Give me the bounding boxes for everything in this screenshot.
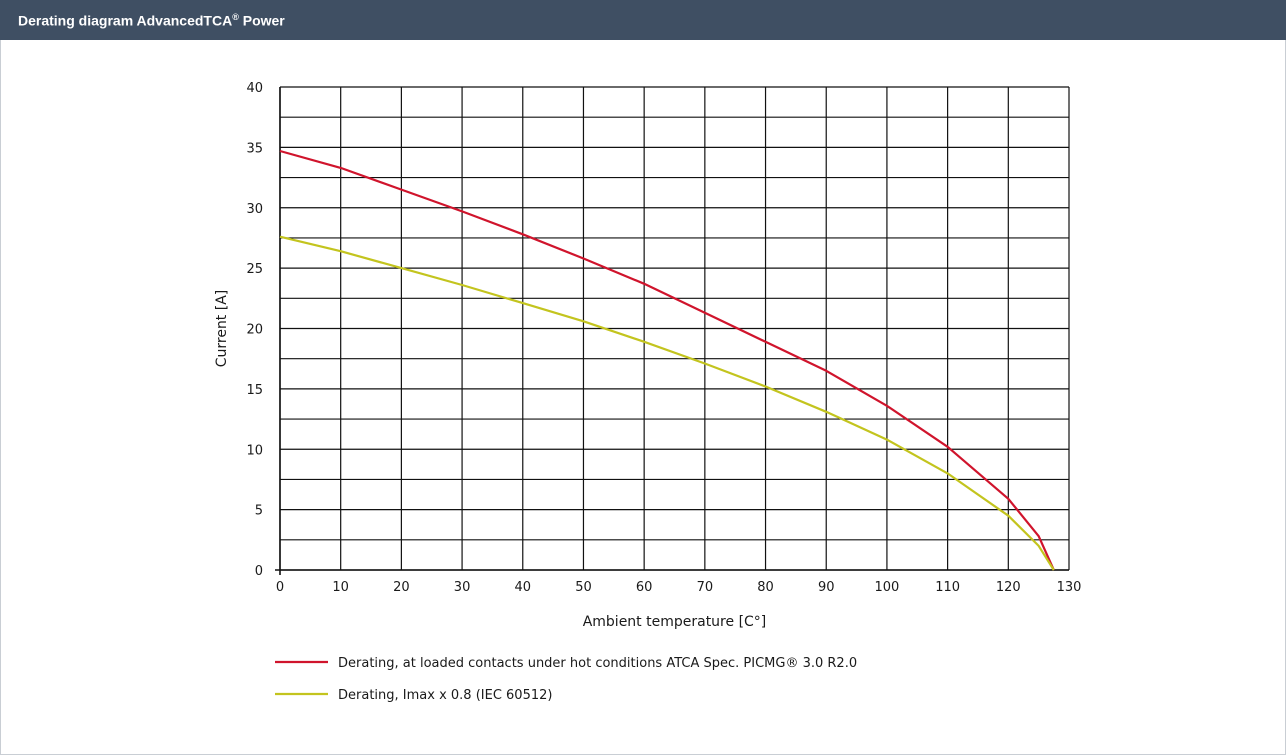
y-tick-label: 25 [246, 262, 263, 277]
x-tick-label: 50 [575, 580, 592, 595]
x-tick-label: 120 [996, 580, 1021, 595]
chart-legend: Derating, at loaded contacts under hot c… [275, 656, 857, 703]
x-tick-label: 110 [935, 580, 960, 595]
legend-label-2: Derating, Imax x 0.8 (IEC 60512) [338, 688, 552, 703]
y-tick-label: 0 [255, 564, 263, 579]
chart-series [279, 149, 1055, 571]
x-tick-label: 20 [393, 580, 410, 595]
x-tick-label: 10 [332, 580, 349, 595]
x-tick-label: 130 [1057, 580, 1082, 595]
chart-grid [279, 86, 1070, 571]
x-tick-label: 100 [875, 580, 900, 595]
y-axis-label: Current [A] [214, 290, 230, 368]
x-tick-label: 60 [636, 580, 653, 595]
x-tick-label: 0 [276, 580, 284, 595]
y-tick-label: 5 [255, 504, 263, 519]
x-tick-label: 80 [757, 580, 774, 595]
y-tick-label: 10 [246, 443, 263, 458]
x-tick-label: 40 [514, 580, 531, 595]
panel-header: Derating diagram AdvancedTCA® Power [0, 0, 1286, 40]
y-tick-label: 15 [246, 383, 263, 398]
x-axis-label: Ambient temperature [C°] [583, 614, 767, 630]
x-tick-label: 70 [697, 580, 714, 595]
legend-label-1: Derating, at loaded contacts under hot c… [338, 656, 857, 671]
series-line-1 [279, 149, 1055, 571]
y-tick-labels: 0 5 10 15 20 25 30 35 40 [246, 81, 263, 579]
y-tick-label: 35 [246, 141, 263, 156]
series-line-2 [279, 235, 1055, 571]
x-tick-label: 90 [818, 580, 835, 595]
chart-axes [275, 87, 1069, 575]
x-tick-labels: 0 10 20 30 40 50 60 70 80 90 100 110 120 130 [276, 580, 1082, 595]
y-tick-label: 30 [246, 202, 263, 217]
registered-mark: ® [232, 12, 239, 22]
panel-title: Derating diagram AdvancedTCA® Power [18, 12, 285, 29]
x-tick-label: 30 [454, 580, 471, 595]
y-tick-label: 40 [246, 81, 263, 96]
derating-chart: 0 10 20 30 40 50 60 70 80 90 100 110 120 130 0 5 10 15 20… [214, 81, 1082, 703]
y-tick-label: 20 [246, 323, 263, 338]
